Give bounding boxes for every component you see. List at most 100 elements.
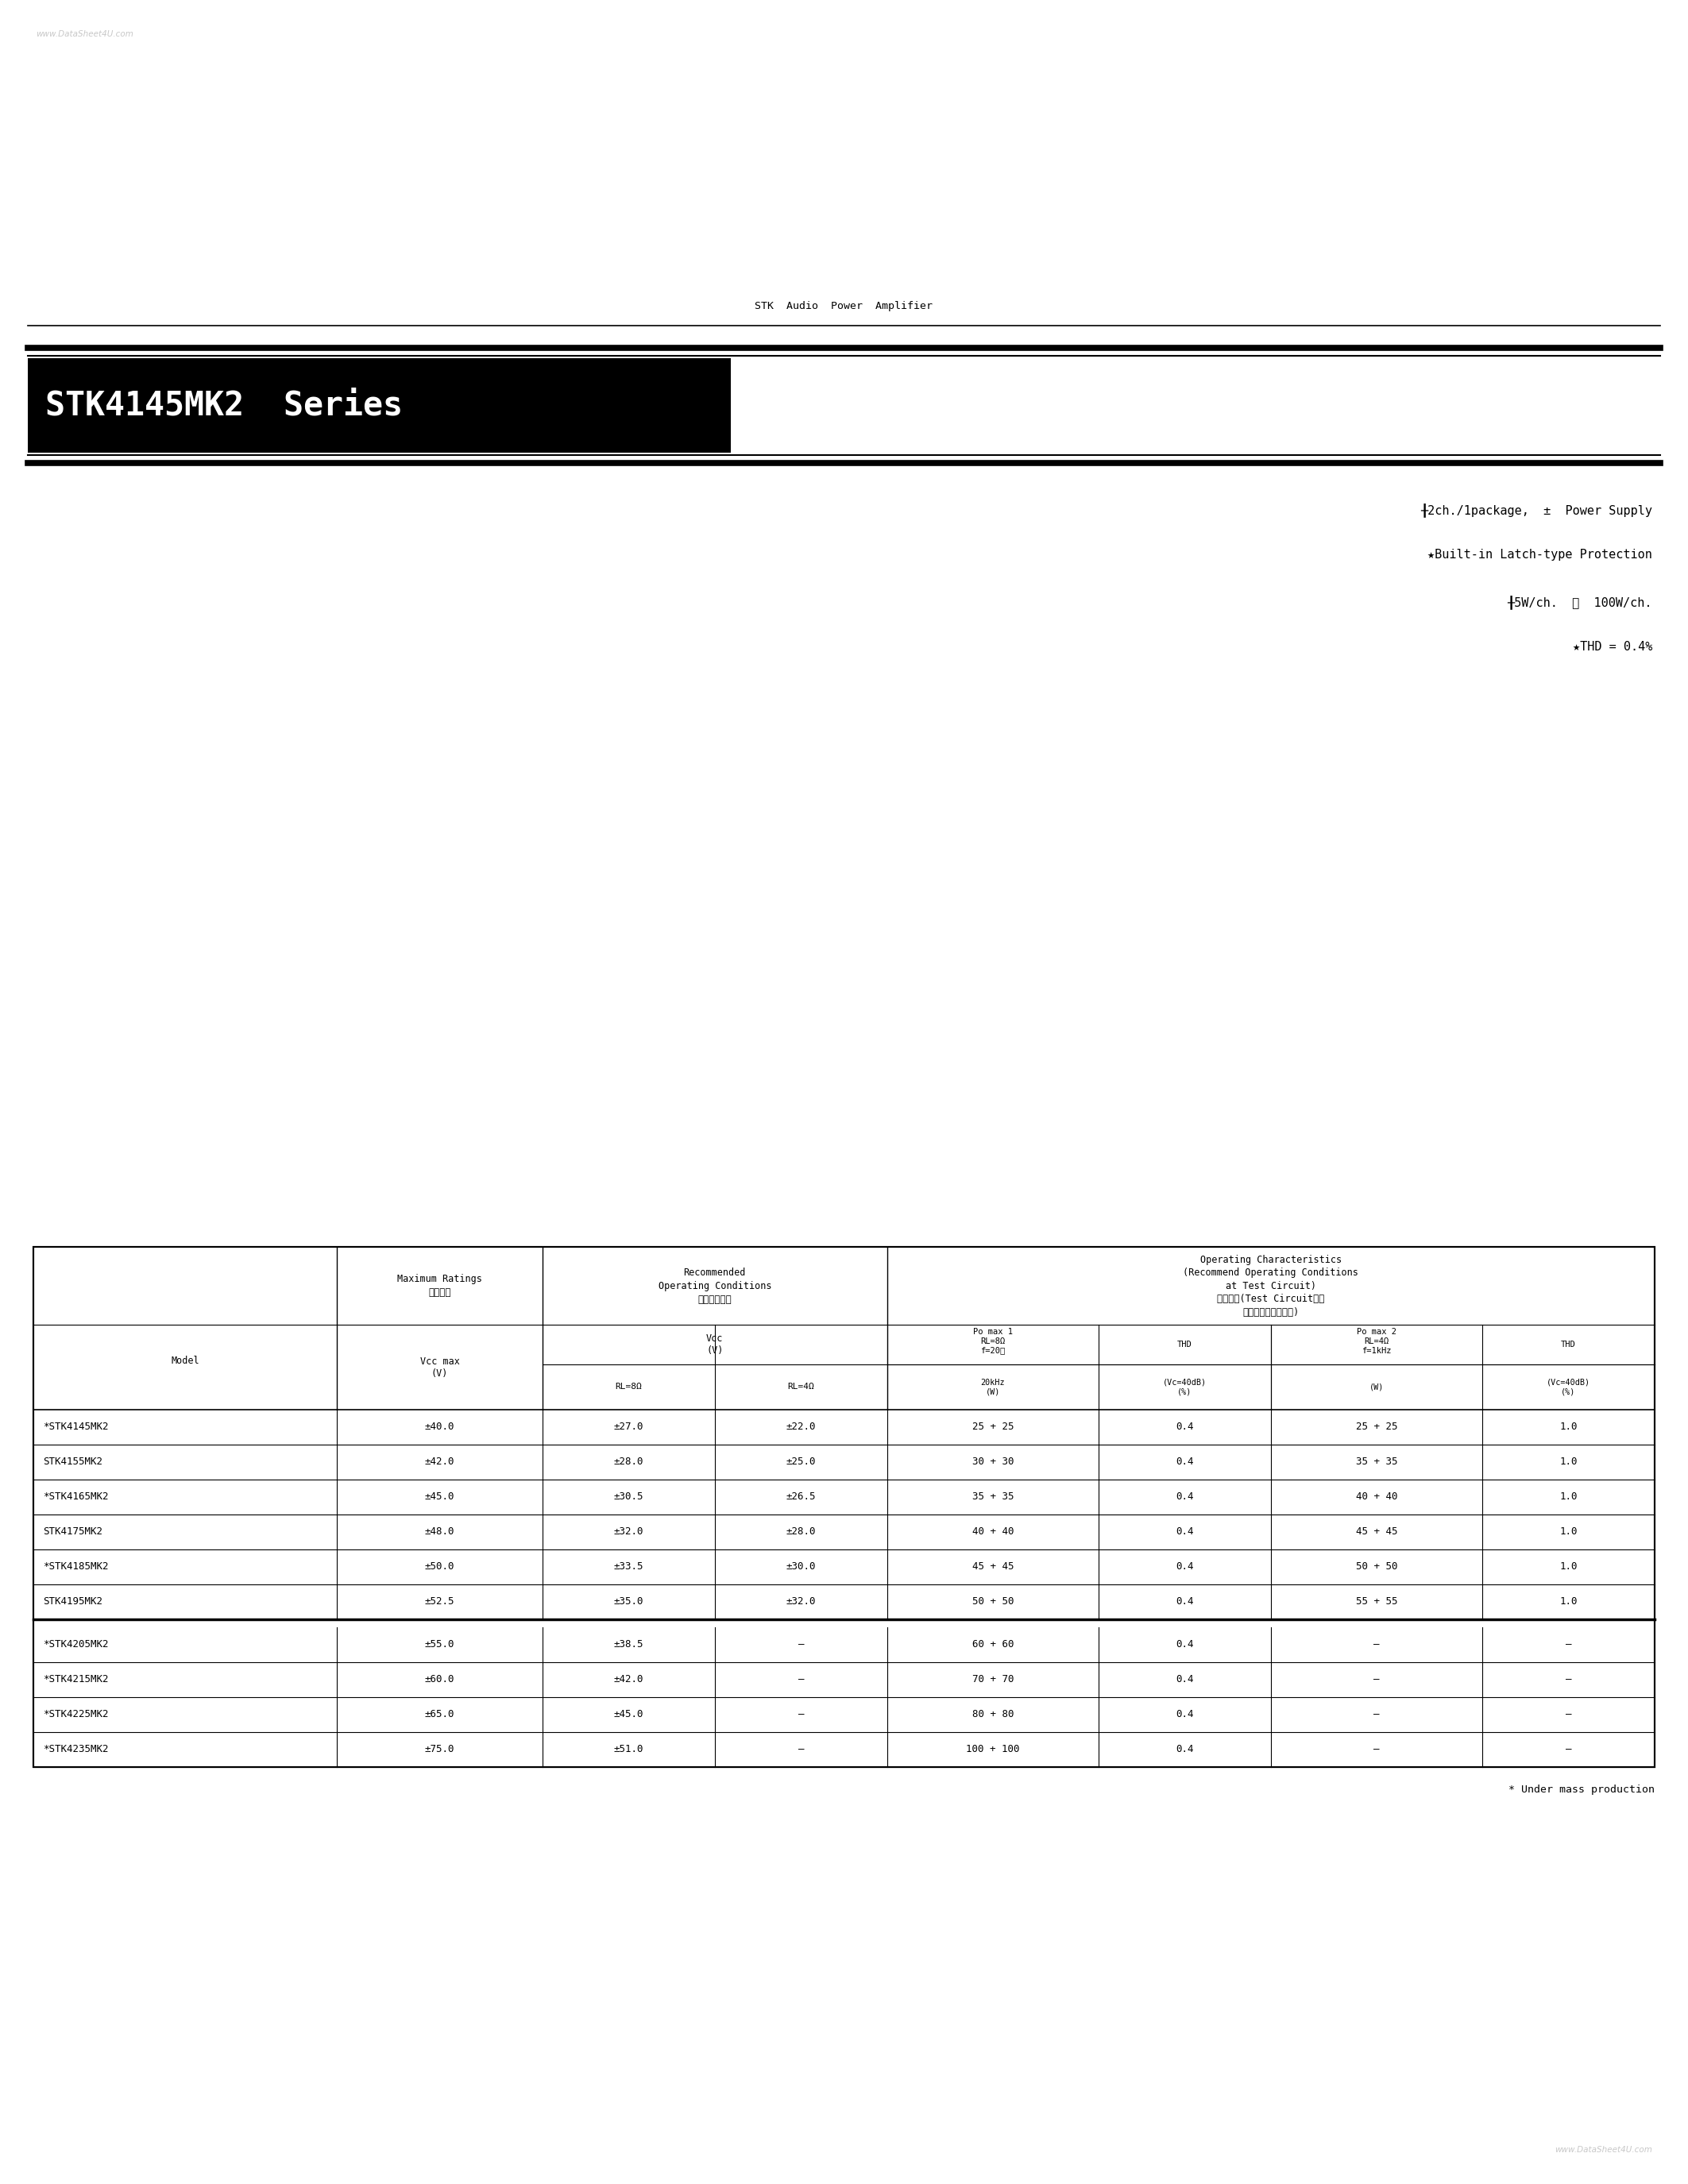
Text: ±45.0: ±45.0 [614,1710,643,1719]
Text: 100 + 100: 100 + 100 [966,1745,1020,1754]
Text: 40 + 40: 40 + 40 [1355,1492,1398,1503]
Text: –: – [798,1745,803,1754]
Text: *STK4185MK2: *STK4185MK2 [42,1562,108,1572]
Text: THD: THD [1561,1341,1577,1348]
Text: RL=8Ω: RL=8Ω [614,1382,641,1391]
Text: 0.4: 0.4 [1177,1527,1193,1538]
Text: THD: THD [1177,1341,1192,1348]
Text: * Under mass production: * Under mass production [1509,1784,1654,1795]
Text: STK  Audio  Power  Amplifier: STK Audio Power Amplifier [755,301,933,312]
Text: –: – [798,1675,803,1684]
Text: –: – [1565,1745,1572,1754]
Text: *STK4225MK2: *STK4225MK2 [42,1710,108,1719]
Text: 1.0: 1.0 [1560,1527,1577,1538]
Text: www.DataSheet4U.com: www.DataSheet4U.com [35,31,133,37]
Text: –: – [798,1640,803,1649]
Text: 1.0: 1.0 [1560,1422,1577,1433]
Text: (Vc=40dB)
(%): (Vc=40dB) (%) [1163,1378,1207,1396]
Text: ±50.0: ±50.0 [425,1562,454,1572]
Bar [34,1247,1654,1767]
Text: ±38.5: ±38.5 [614,1640,643,1649]
Text: –: – [798,1710,803,1719]
Text: (W): (W) [1369,1382,1384,1391]
Bar [27,358,731,452]
Text: ±55.0: ±55.0 [425,1640,454,1649]
Text: ±42.0: ±42.0 [425,1457,454,1468]
Text: ±65.0: ±65.0 [425,1710,454,1719]
Text: RL=4Ω: RL=4Ω [788,1382,814,1391]
Text: 0.4: 0.4 [1177,1422,1193,1433]
Text: *STK4145MK2: *STK4145MK2 [42,1422,108,1433]
Text: ★Built-in Latch-type Protection: ★Built-in Latch-type Protection [1428,548,1653,561]
Text: –: – [1374,1675,1379,1684]
Bar [34,1247,1654,1767]
Text: ±75.0: ±75.0 [425,1745,454,1754]
Text: *STK4165MK2: *STK4165MK2 [42,1492,108,1503]
Text: *STK4215MK2: *STK4215MK2 [42,1675,108,1684]
Text: 1.0: 1.0 [1560,1492,1577,1503]
Text: Operating Characteristics
(Recommend Operating Conditions
at Test Circuit)
動作特性(: Operating Characteristics (Recommend Ope… [1183,1254,1359,1317]
Text: STK4175MK2: STK4175MK2 [42,1527,103,1538]
Text: 50 + 50: 50 + 50 [1355,1562,1398,1572]
Text: ±48.0: ±48.0 [425,1527,454,1538]
Text: ±52.5: ±52.5 [425,1597,454,1607]
Text: –: – [1374,1710,1379,1719]
Text: 45 + 45: 45 + 45 [972,1562,1014,1572]
Text: 1.0: 1.0 [1560,1457,1577,1468]
Text: STK4195MK2: STK4195MK2 [42,1597,103,1607]
Text: 1.0: 1.0 [1560,1562,1577,1572]
Text: –: – [1565,1710,1572,1719]
Text: Vcc max
(V): Vcc max (V) [420,1356,459,1378]
Text: 0.4: 0.4 [1177,1745,1193,1754]
Text: ╂2ch./1package,  ±  Power Supply: ╂2ch./1package, ± Power Supply [1420,502,1653,518]
Text: ★THD = 0.4%: ★THD = 0.4% [1573,640,1653,653]
Text: *STK4235MK2: *STK4235MK2 [42,1745,108,1754]
Text: Recommended
Operating Conditions
推奮動作条件: Recommended Operating Conditions 推奮動作条件 [658,1267,771,1304]
Text: 70 + 70: 70 + 70 [972,1675,1014,1684]
Text: 80 + 80: 80 + 80 [972,1710,1014,1719]
Text: 35 + 35: 35 + 35 [972,1492,1014,1503]
Text: –: – [1374,1745,1379,1754]
Text: 0.4: 0.4 [1177,1562,1193,1572]
Text: www.DataSheet4U.com: www.DataSheet4U.com [1555,2147,1653,2153]
Text: 20kHz
(W): 20kHz (W) [981,1378,1004,1396]
Text: 0.4: 0.4 [1177,1597,1193,1607]
Text: ±30.5: ±30.5 [614,1492,643,1503]
Text: ±30.0: ±30.0 [787,1562,815,1572]
Text: ±33.5: ±33.5 [614,1562,643,1572]
Text: ±27.0: ±27.0 [614,1422,643,1433]
Text: ╂5W/ch.  ～  100W/ch.: ╂5W/ch. ～ 100W/ch. [1507,594,1653,609]
Text: Vcc
(V): Vcc (V) [706,1334,722,1356]
Text: 25 + 25: 25 + 25 [972,1422,1014,1433]
Text: 45 + 45: 45 + 45 [1355,1527,1398,1538]
Text: Po max 2
RL=4Ω
f=1kHz: Po max 2 RL=4Ω f=1kHz [1357,1328,1396,1354]
Text: 0.4: 0.4 [1177,1710,1193,1719]
Text: ±51.0: ±51.0 [614,1745,643,1754]
Text: ±32.0: ±32.0 [614,1527,643,1538]
Text: ±26.5: ±26.5 [787,1492,815,1503]
Text: 0.4: 0.4 [1177,1675,1193,1684]
Text: Po max 1
RL=8Ω
f=20～: Po max 1 RL=8Ω f=20～ [972,1328,1013,1354]
Text: 35 + 35: 35 + 35 [1355,1457,1398,1468]
Text: 30 + 30: 30 + 30 [972,1457,1014,1468]
Text: Model: Model [170,1356,199,1365]
Text: STK4155MK2: STK4155MK2 [42,1457,103,1468]
Text: 40 + 40: 40 + 40 [972,1527,1014,1538]
Text: ±22.0: ±22.0 [787,1422,815,1433]
Text: 25 + 25: 25 + 25 [1355,1422,1398,1433]
Text: (Vc=40dB)
(%): (Vc=40dB) (%) [1546,1378,1590,1396]
Text: ±45.0: ±45.0 [425,1492,454,1503]
Text: –: – [1374,1640,1379,1649]
Text: ±28.0: ±28.0 [787,1527,815,1538]
Text: ±35.0: ±35.0 [614,1597,643,1607]
Text: ±25.0: ±25.0 [787,1457,815,1468]
Text: 0.4: 0.4 [1177,1457,1193,1468]
Text: *STK4205MK2: *STK4205MK2 [42,1640,108,1649]
Text: 0.4: 0.4 [1177,1640,1193,1649]
Text: –: – [1565,1640,1572,1649]
Text: –: – [1565,1675,1572,1684]
Text: 0.4: 0.4 [1177,1492,1193,1503]
Text: STK4145MK2  Series: STK4145MK2 Series [46,389,403,422]
Text: 60 + 60: 60 + 60 [972,1640,1014,1649]
Text: ±42.0: ±42.0 [614,1675,643,1684]
